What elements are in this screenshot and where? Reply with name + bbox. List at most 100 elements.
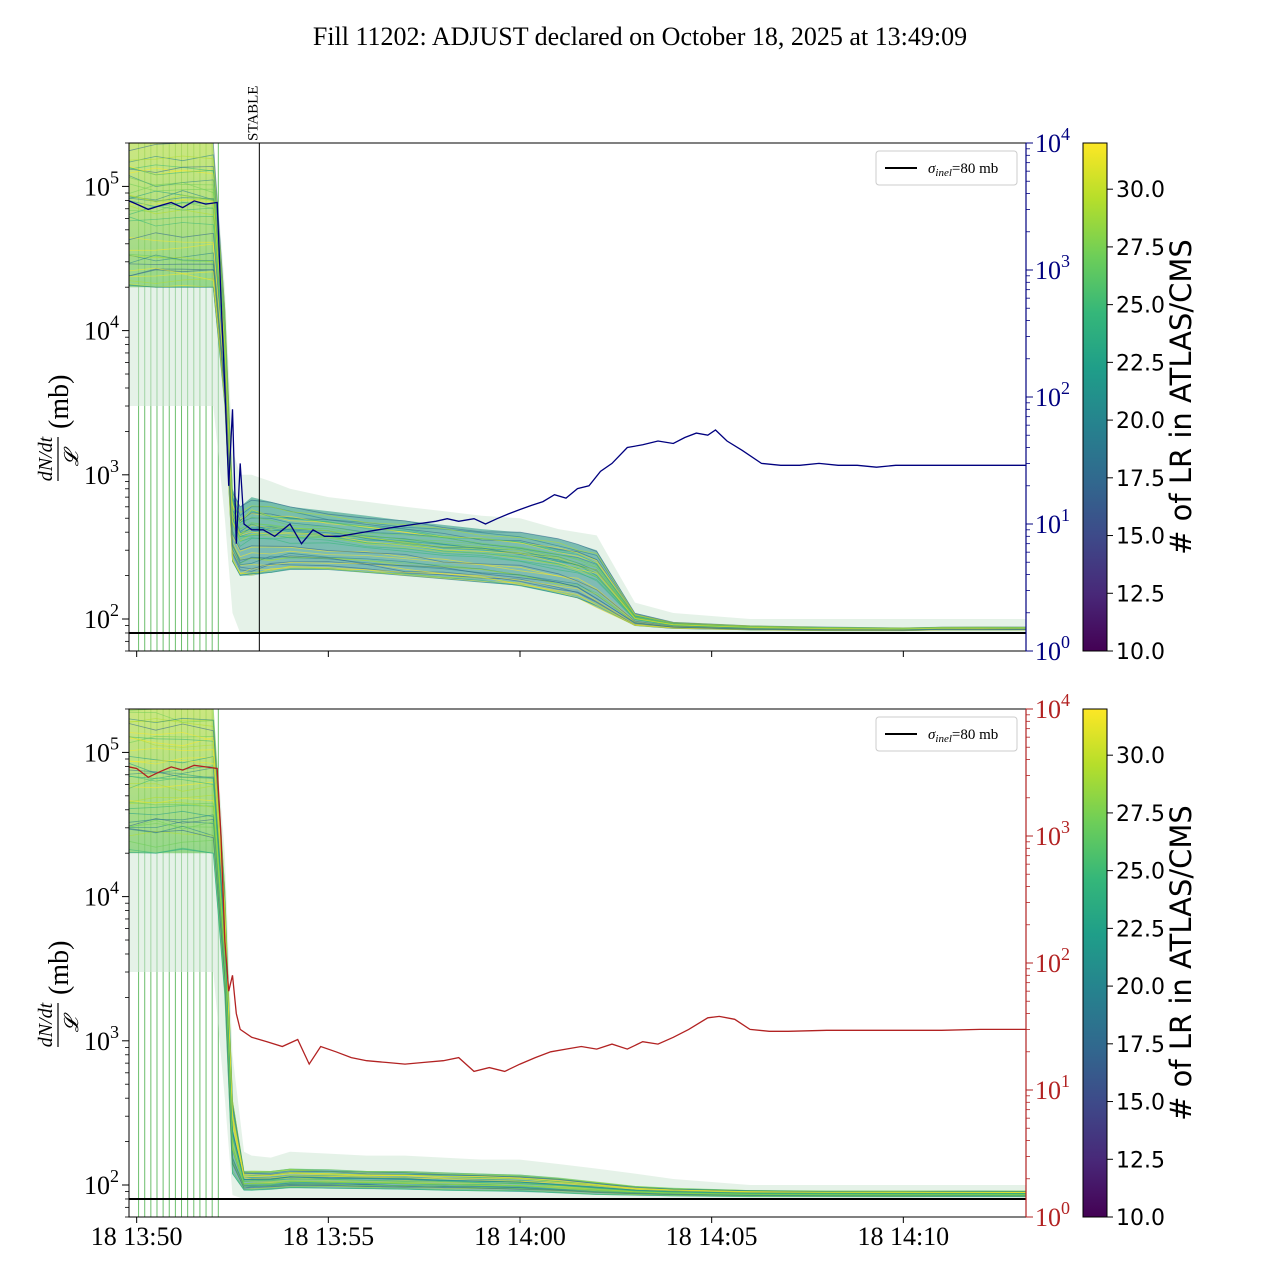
top-colorbar-tick-label: 22.5 — [1116, 351, 1165, 376]
bottom-bunch-curve — [129, 767, 1026, 1194]
bottom-bunch-curve — [129, 825, 1026, 1197]
bottom-bunch-curve — [129, 794, 1026, 1196]
bottom-bunch-curve — [129, 747, 1026, 1193]
bottom-bunch-curve — [129, 736, 1026, 1193]
top-panel: dN/dt 𝓛 (mb) STABLE 102 103 104 105 100 101 102 10… — [35, 86, 1070, 666]
top-y-tick-label: 104 — [84, 312, 119, 346]
top-right-axis-series — [129, 200, 1026, 545]
bottom-bunch-curve — [129, 818, 1026, 1196]
top-y-tick-label: 105 — [84, 167, 119, 201]
bottom-bunch-curves — [129, 709, 1026, 1198]
bottom-y-tick-label: 103 — [84, 1022, 119, 1056]
bottom-bunch-curve — [129, 709, 1026, 1192]
bottom-bunch-curve — [129, 762, 1026, 1194]
bottom-bunch-curve — [129, 783, 1026, 1195]
top-y-tick-label: 103 — [84, 456, 119, 490]
bottom-bunch-curve — [129, 736, 1026, 1193]
bottom-colorbar-gradient — [1082, 708, 1108, 1218]
top-colorbar-tick-label: 17.5 — [1116, 467, 1165, 492]
bottom-bunch-curve — [129, 847, 1026, 1198]
bottom-x-tick-label: 18 14:00 — [474, 1222, 566, 1251]
bottom-bunch-curve — [129, 777, 1026, 1195]
bottom-right-axis-series — [129, 764, 1026, 1073]
bottom-x-tick-label: 18 13:55 — [282, 1222, 374, 1251]
top-y-label-unit: (mb) — [44, 375, 75, 429]
top-bunch-curve — [129, 167, 1026, 629]
bottom-y-tick-label: 102 — [84, 1166, 119, 1200]
stable-label: STABLE — [245, 86, 261, 141]
bottom-bunch-curve — [129, 821, 1026, 1197]
bottom-bunch-curve — [129, 756, 1026, 1194]
bottom-right-tick-label: 102 — [1035, 944, 1070, 978]
bottom-curve-band-outer — [129, 709, 1026, 1199]
bottom-plot-area — [129, 709, 1026, 1217]
bottom-bunch-curve — [129, 760, 1026, 1194]
bottom-right-tick-label: 100 — [1035, 1198, 1070, 1232]
bottom-colorbar-tick-label: 20.0 — [1116, 975, 1165, 1000]
top-right-tick-label: 104 — [1035, 124, 1070, 158]
bottom-bunch-curve — [129, 732, 1026, 1193]
bottom-y-label-numerator: dN/dt — [35, 1002, 57, 1047]
top-right-tick-label: 101 — [1035, 505, 1070, 539]
bottom-bunch-curve — [129, 717, 1026, 1192]
bottom-panel: dN/dt 𝓛 (mb) 102 103 104 105 100 101 102 103 104 18… — [35, 690, 1070, 1251]
bottom-colorbar-tick-label: 17.5 — [1116, 1033, 1165, 1058]
bottom-bunch-curve — [129, 819, 1026, 1197]
bottom-bunch-curve — [129, 797, 1026, 1196]
bottom-colorbar-tick-label: 25.0 — [1116, 860, 1165, 885]
top-colorbar-label: # of LR in ATLAS/CMS — [1164, 239, 1198, 555]
bottom-colorbar-tick-label: 12.5 — [1116, 1148, 1165, 1173]
top-right-tick-label: 103 — [1035, 251, 1070, 285]
bottom-y-tick-label: 105 — [84, 733, 119, 767]
bottom-colorbar-tick-label: 15.0 — [1116, 1091, 1165, 1116]
bottom-right-tick-label: 104 — [1035, 690, 1070, 724]
bottom-curve-band-core — [129, 709, 1026, 1197]
bottom-bunch-curve — [129, 805, 1026, 1196]
top-colorbar-tick-label: 10.0 — [1116, 640, 1165, 665]
bottom-bunch-curve — [129, 711, 1026, 1192]
bottom-bunch-curve — [129, 735, 1026, 1193]
top-y-label-denominator: 𝓛 — [61, 446, 83, 466]
bottom-colorbar-tick-label: 27.5 — [1116, 802, 1165, 827]
bottom-bunch-curve — [129, 830, 1026, 1197]
bottom-colorbar-label: # of LR in ATLAS/CMS — [1164, 805, 1198, 1121]
top-colorbar-tick-label: 25.0 — [1116, 294, 1165, 319]
bottom-bunch-curve — [129, 848, 1026, 1198]
top-y-label-group: dN/dt 𝓛 (mb) — [35, 375, 83, 482]
top-colorbar-tick-label: 27.5 — [1116, 236, 1165, 261]
chart-title: Fill 11202: ADJUST declared on October 1… — [313, 22, 967, 51]
top-y-label-numerator: dN/dt — [35, 436, 57, 481]
bottom-bunch-curve — [129, 781, 1026, 1195]
top-plot-area — [129, 143, 1026, 651]
top-colorbar-tick-label: 12.5 — [1116, 582, 1165, 607]
bottom-y-axis-label: dN/dt 𝓛 (mb) — [35, 941, 83, 1048]
bottom-colorbar: 10.0 12.5 15.0 17.5 20.0 22.5 25.0 27.5 30.0 # of… — [1082, 708, 1198, 1231]
top-colorbar-tick-label: 15.0 — [1116, 525, 1165, 550]
bottom-bunch-curve — [129, 801, 1026, 1196]
bottom-bunch-curve — [129, 756, 1026, 1194]
bottom-bunch-curve — [129, 718, 1026, 1192]
bottom-y-label-unit: (mb) — [44, 941, 75, 995]
bottom-bunch-curve — [129, 823, 1026, 1196]
bottom-bunch-curve — [129, 801, 1026, 1196]
bottom-legend-box — [875, 716, 1018, 752]
top-legend-label: σinel=80 mb — [928, 161, 998, 179]
bottom-x-tick-label: 18 14:05 — [666, 1222, 758, 1251]
bottom-y-label-denominator: 𝓛 — [61, 1012, 83, 1032]
top-legend-box — [875, 150, 1018, 186]
bottom-bunch-curve — [129, 828, 1026, 1197]
top-bunch-curve — [129, 232, 1026, 630]
top-curve-band-outer — [129, 143, 1026, 633]
bottom-bunch-curve — [129, 735, 1026, 1193]
bottom-x-tick-label: 18 13:50 — [91, 1222, 183, 1251]
top-colorbar: 10.0 12.5 15.0 17.5 20.0 22.5 25.0 27.5 30.0 # of… — [1082, 142, 1198, 665]
bottom-plot-frame — [128, 708, 1027, 1218]
bottom-bunch-curve — [129, 773, 1026, 1194]
top-colorbar-tick-label: 30.0 — [1116, 178, 1165, 203]
bottom-bunch-curve — [129, 719, 1026, 1192]
bottom-right-tick-label: 101 — [1035, 1071, 1070, 1105]
top-colorbar-tick-label: 20.0 — [1116, 409, 1165, 434]
top-y-axis-label: dN/dt 𝓛 (mb) — [35, 375, 83, 482]
top-bunch-curve — [129, 199, 1026, 630]
